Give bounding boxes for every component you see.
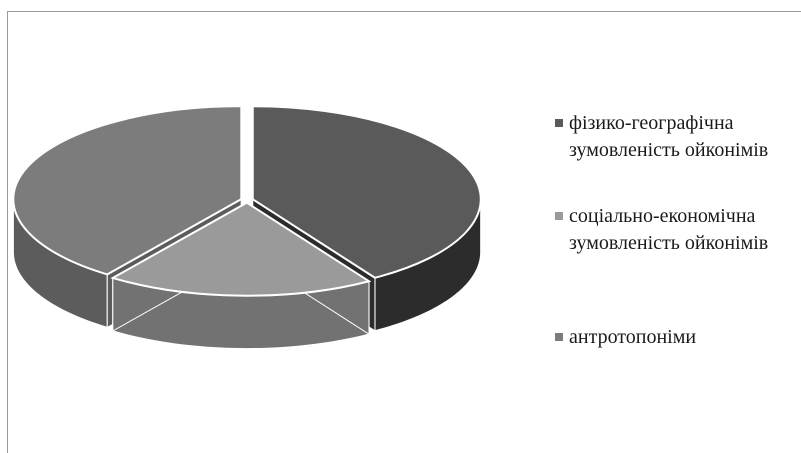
legend-swatch-socio-economic xyxy=(555,212,563,220)
legend-label-anthroponyms: антротопоніми xyxy=(569,326,697,348)
legend-label-physical-geographic: фізико-географічна зумовленість ойконімі… xyxy=(569,112,769,161)
pie-slices xyxy=(12,105,482,297)
legend-swatch-physical-geographic xyxy=(555,119,563,127)
legend-item-physical-geographic: фізико-географічна зумовленість ойконімі… xyxy=(555,110,795,164)
legend-item-socio-economic: соціально-економічна зумовленість ойконі… xyxy=(555,203,795,257)
pie-slice-соціально-економічна-зумовленість-ойконімів xyxy=(110,201,372,297)
legend-label-socio-economic: соціально-економічна зумовленість ойконі… xyxy=(569,205,769,254)
pie-slice-антротопоніми xyxy=(12,105,243,276)
chart-frame xyxy=(7,11,801,453)
legend-item-anthroponyms: антротопоніми xyxy=(555,324,795,351)
legend-swatch-anthroponyms xyxy=(555,333,563,341)
pie-slice-фізико-географічна-зумовленість-ойконімів xyxy=(251,105,482,279)
